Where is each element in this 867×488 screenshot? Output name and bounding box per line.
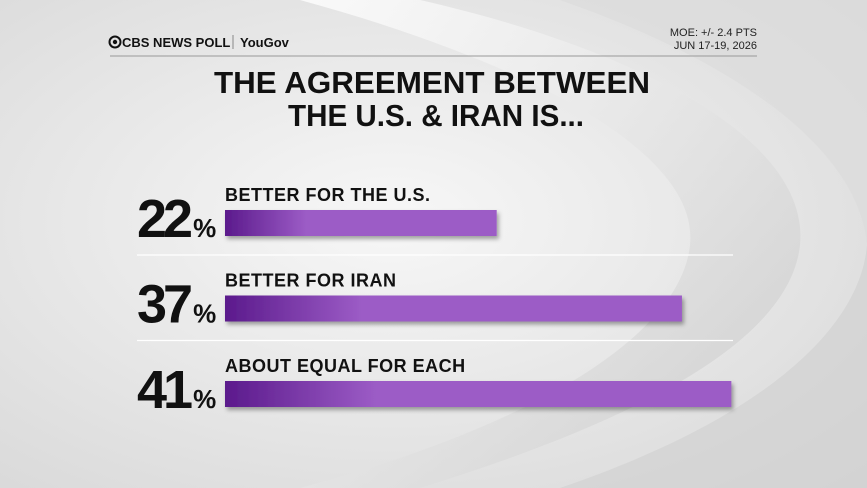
category-label: BETTER FOR THE U.S. xyxy=(225,185,431,205)
brand: CBS NEWS POLL xyxy=(122,35,230,50)
moe: MOE: +/- 2.4 PTS xyxy=(670,27,757,39)
bar xyxy=(225,295,682,322)
value-number: 22 xyxy=(137,189,191,249)
value-unit: % xyxy=(193,299,216,329)
bar xyxy=(225,210,497,236)
chart-title: THE AGREEMENT BETWEEN xyxy=(214,65,650,100)
value-unit: % xyxy=(193,384,216,414)
dates: JUN 17-19, 2026 xyxy=(674,40,757,52)
swoosh xyxy=(560,245,867,488)
swoosh xyxy=(560,0,867,245)
category-label: ABOUT EQUAL FOR EACH xyxy=(225,356,466,376)
bar xyxy=(225,381,732,407)
chart-title: THE U.S. & IRAN IS... xyxy=(288,98,584,133)
value-label: 37% xyxy=(137,275,216,335)
swoosh xyxy=(300,0,801,488)
value-unit: % xyxy=(193,213,216,243)
value-number: 41 xyxy=(137,360,192,420)
category-label: BETTER FOR IRAN xyxy=(225,271,397,291)
value-label: 41% xyxy=(137,360,216,420)
logo xyxy=(108,35,122,49)
value-number: 37 xyxy=(137,275,191,335)
value-label: 22% xyxy=(137,189,216,249)
partner: YouGov xyxy=(240,35,290,50)
